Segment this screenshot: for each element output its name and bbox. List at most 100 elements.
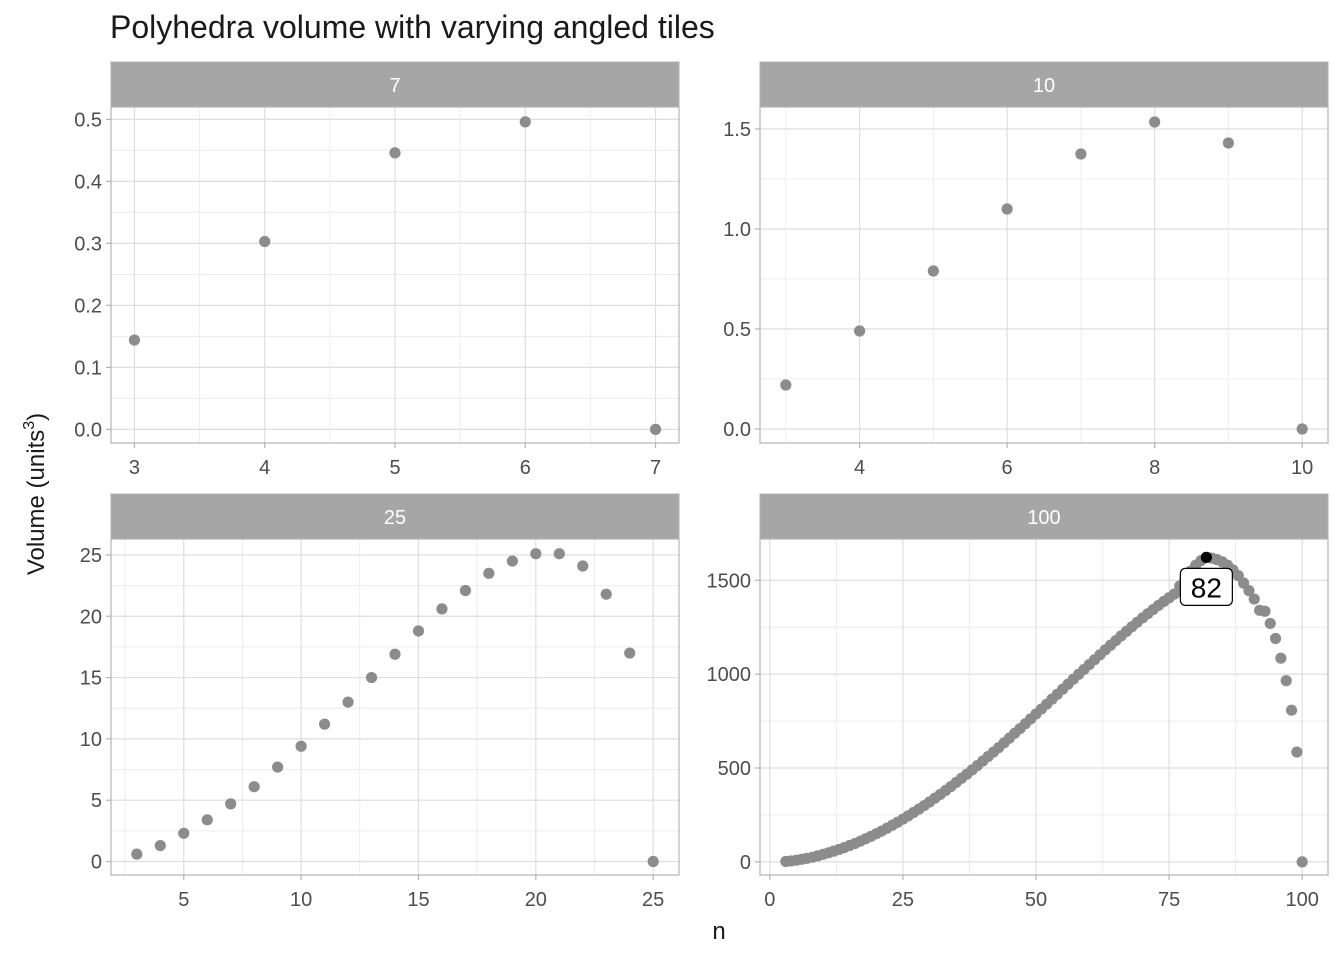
y-tick-label: 10 (80, 729, 102, 751)
data-point (1168, 588, 1181, 600)
data-point (530, 548, 542, 560)
data-point (1001, 203, 1013, 215)
data-point (1243, 585, 1255, 597)
y-tick-label: 500 (718, 758, 751, 780)
x-tick-label: 4 (854, 457, 865, 479)
facet-strip-label: 10 (1033, 75, 1055, 97)
data-point (1222, 137, 1235, 149)
data-point (1275, 652, 1287, 664)
data-point (318, 718, 331, 730)
facet-strip (110, 493, 680, 540)
x-tick-label: 10 (290, 889, 312, 911)
y-tick-label: 5 (91, 790, 102, 812)
facet-panels: 7 3 4 5 6 7 0.0 0.1 0.2 0.3 0.4 0.5 10 4 6 8 10 0.0 0.5 1.0… (74, 61, 1329, 911)
data-point (927, 265, 939, 277)
data-point (131, 848, 143, 860)
data-point (1280, 675, 1292, 687)
highlight-point (1200, 551, 1212, 563)
annotation-box (1179, 567, 1233, 606)
y-axis-title-close: ) (23, 413, 50, 421)
data-point (1075, 148, 1087, 160)
x-tick-label: 20 (525, 889, 547, 911)
facet-panel-25: 25 5 10 15 20 25 0 5 10 15 20 25 (80, 493, 680, 911)
data-point (1259, 605, 1271, 617)
facet-panel-10: 10 4 6 8 10 0.0 0.5 1.0 1.5 (723, 61, 1329, 479)
data-point (128, 334, 141, 346)
x-tick-label: 15 (407, 889, 429, 911)
data-point (647, 855, 659, 868)
data-point (624, 647, 636, 659)
data-point (201, 814, 213, 826)
y-tick-label: 1500 (707, 570, 752, 592)
x-tick-label: 50 (1025, 889, 1047, 911)
x-tick-label: 3 (129, 457, 140, 479)
facet-strip (759, 493, 1329, 540)
data-point (1296, 856, 1308, 868)
data-point (389, 147, 401, 159)
x-tick-label: 100 (1285, 889, 1318, 911)
x-tick-label: 8 (1149, 457, 1160, 479)
x-tick-label: 0 (764, 889, 775, 911)
panel-background (760, 107, 1328, 443)
data-point (600, 588, 612, 600)
y-tick-label: 0.2 (74, 295, 102, 317)
data-point (1149, 116, 1161, 128)
facet-strip (110, 61, 680, 108)
data-point (853, 325, 866, 337)
y-tick-label: 0.4 (74, 171, 102, 193)
data-point (248, 781, 260, 793)
y-tick-label: 25 (80, 545, 102, 567)
y-tick-label: 0.0 (723, 419, 751, 441)
y-tick-label: 0.0 (74, 419, 102, 441)
data-point (1264, 617, 1276, 630)
facet-strip-label: 100 (1027, 507, 1060, 529)
annotation-label: 82 (1191, 572, 1222, 603)
data-point (342, 696, 354, 708)
x-axis-title: n (712, 918, 725, 945)
y-tick-label: 15 (80, 668, 102, 690)
panel-background (111, 539, 679, 875)
data-point (459, 584, 472, 597)
data-point (295, 740, 307, 752)
y-tick-label: 0.3 (74, 233, 102, 255)
x-tick-label: 25 (892, 889, 914, 911)
y-axis-title-superscript: 3 (21, 421, 38, 430)
data-point (178, 827, 190, 839)
x-tick-label: 25 (642, 889, 664, 911)
data-point (1285, 704, 1298, 716)
data-point (780, 379, 792, 391)
x-tick-label: 75 (1158, 889, 1180, 911)
y-tick-label: 1000 (707, 664, 752, 686)
y-axis-title: Volume (units3) (21, 413, 50, 575)
data-point (1269, 632, 1282, 645)
y-tick-label: 20 (80, 606, 102, 628)
y-tick-label: 0.5 (723, 319, 751, 341)
y-axis-title-text: Volume (units (23, 430, 50, 575)
y-tick-label: 0 (740, 852, 751, 874)
data-point (436, 603, 448, 615)
data-point (225, 798, 237, 810)
x-tick-label: 5 (178, 889, 189, 911)
data-point (553, 548, 565, 560)
y-tick-label: 0.1 (74, 357, 102, 379)
data-point (412, 625, 425, 637)
facet-strip-label: 7 (389, 75, 400, 97)
data-point (1291, 746, 1303, 758)
x-tick-label: 6 (1002, 457, 1013, 479)
y-tick-label: 0.5 (74, 109, 102, 131)
facet-strip (759, 61, 1329, 108)
data-point (154, 839, 166, 852)
data-point (272, 761, 284, 773)
data-point (483, 567, 495, 579)
chart-title: Polyhedra volume with varying angled til… (110, 9, 715, 45)
x-tick-label: 10 (1291, 457, 1313, 479)
data-point (649, 423, 662, 435)
y-tick-label: 1.0 (723, 219, 751, 241)
facet-strip-label: 25 (384, 507, 406, 529)
x-tick-label: 4 (259, 457, 270, 479)
facet-panel-7: 7 3 4 5 6 7 0.0 0.1 0.2 0.3 0.4 0.5 (74, 61, 680, 479)
y-tick-label: 0 (91, 852, 102, 874)
x-tick-label: 7 (650, 457, 661, 479)
data-point (506, 555, 518, 567)
